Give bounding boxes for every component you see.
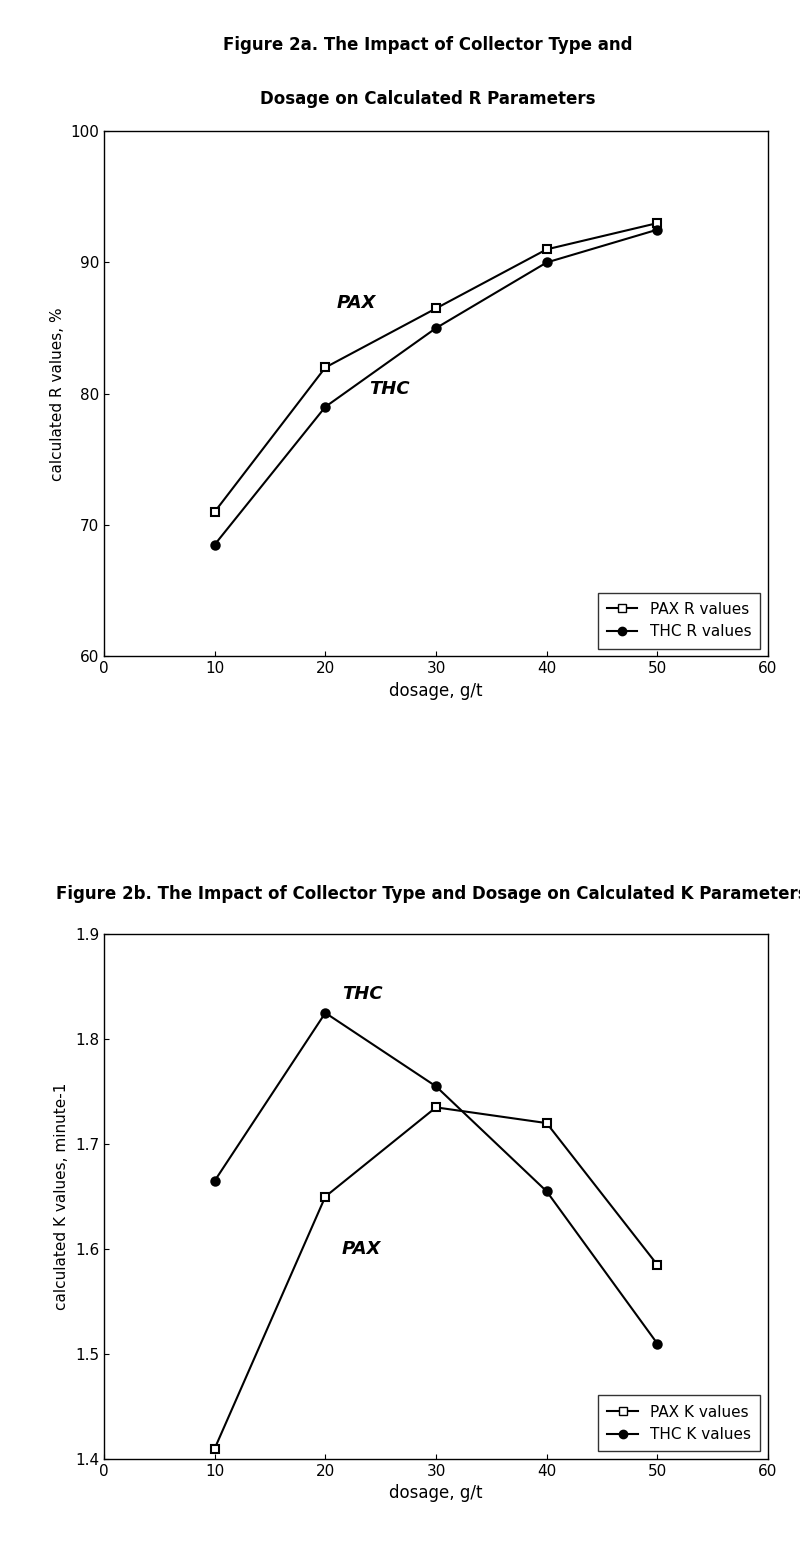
Line: PAX R values: PAX R values [210, 219, 662, 516]
PAX R values [321, 358, 330, 377]
Legend: PAX K values, THC K values: PAX K values, THC K values [598, 1396, 760, 1451]
Y-axis label: calculated R values, %: calculated R values, % [50, 307, 65, 480]
THC R values [431, 318, 441, 337]
Text: THC: THC [342, 985, 382, 1004]
Text: Dosage on Calculated R Parameters: Dosage on Calculated R Parameters [260, 90, 596, 108]
X-axis label: dosage, g/t: dosage, g/t [390, 1484, 482, 1502]
THC K values [542, 1183, 551, 1201]
Text: THC: THC [370, 380, 410, 398]
PAX K values [321, 1187, 330, 1206]
Legend: PAX R values, THC R values: PAX R values, THC R values [598, 593, 760, 648]
THC R values [210, 536, 219, 554]
Line: THC K values: THC K values [210, 1008, 662, 1348]
Line: THC R values: THC R values [210, 225, 662, 548]
PAX R values [431, 300, 441, 318]
Text: Figure 2b. The Impact of Collector Type and Dosage on Calculated K Parameters: Figure 2b. The Impact of Collector Type … [56, 885, 800, 903]
THC K values [431, 1078, 441, 1096]
THC R values [542, 253, 551, 272]
THC R values [653, 221, 662, 239]
X-axis label: dosage, g/t: dosage, g/t [390, 681, 482, 699]
Text: PAX: PAX [336, 295, 376, 312]
THC K values [653, 1334, 662, 1353]
PAX K values [431, 1098, 441, 1116]
Text: Figure 2a. The Impact of Collector Type and: Figure 2a. The Impact of Collector Type … [223, 36, 633, 54]
THC R values [321, 397, 330, 415]
Text: PAX: PAX [342, 1240, 382, 1258]
Line: PAX K values: PAX K values [210, 1104, 662, 1453]
PAX R values [210, 502, 219, 520]
PAX R values [542, 239, 551, 258]
THC K values [210, 1172, 219, 1190]
THC K values [321, 1004, 330, 1022]
PAX K values [542, 1113, 551, 1132]
PAX R values [653, 213, 662, 232]
PAX K values [210, 1439, 219, 1458]
Y-axis label: calculated K values, minute-1: calculated K values, minute-1 [54, 1082, 70, 1311]
PAX K values [653, 1255, 662, 1274]
